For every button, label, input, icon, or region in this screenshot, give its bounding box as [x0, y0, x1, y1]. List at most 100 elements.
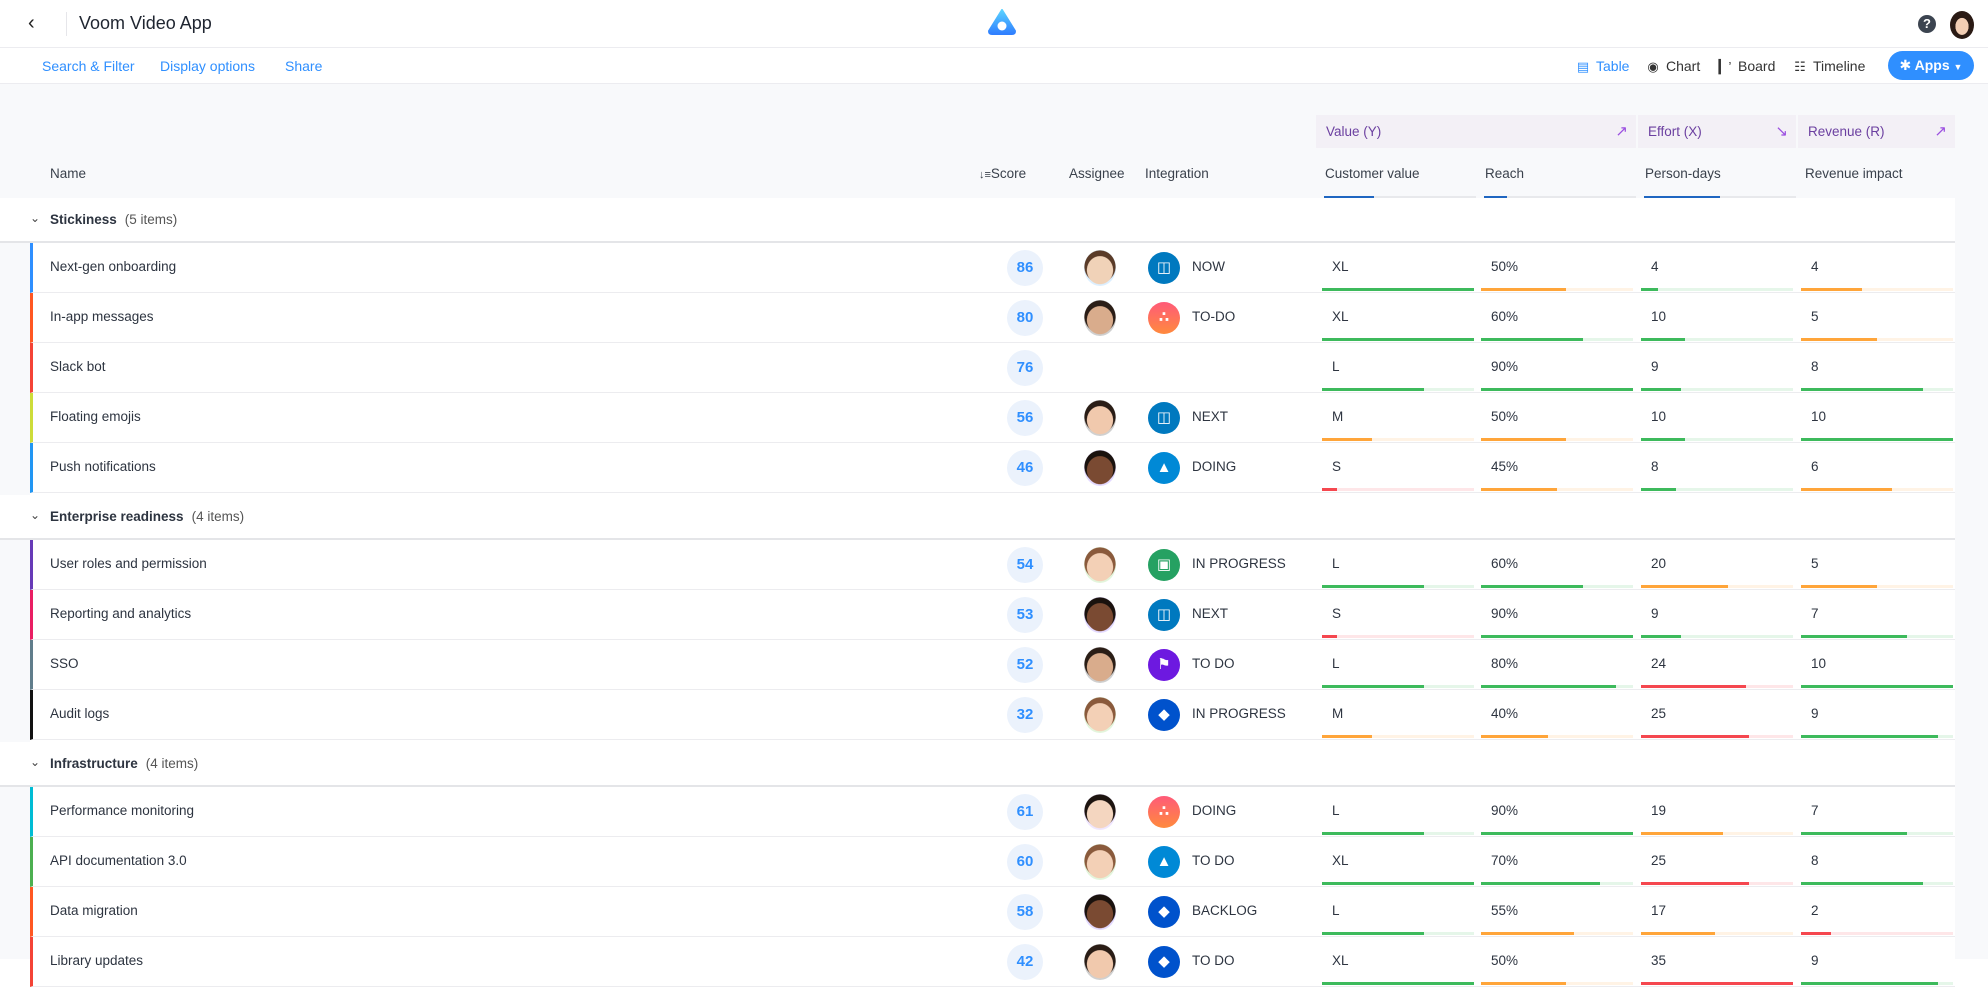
metric-cell[interactable]: XL	[1322, 937, 1474, 987]
table-row[interactable]: Next-gen onboarding 86 ◫ NOW XL 50% 4 4	[30, 243, 1955, 293]
metric-cell[interactable]: M	[1322, 690, 1474, 740]
chevron-left-icon[interactable]: ‹	[28, 12, 35, 34]
weight-slider-person-days[interactable]	[1644, 196, 1796, 198]
metric-cell[interactable]: 10	[1801, 640, 1953, 690]
metric-cell[interactable]: 4	[1641, 243, 1793, 293]
assignee-avatar[interactable]	[1084, 844, 1116, 880]
assignee-avatar[interactable]	[1084, 647, 1116, 683]
chevron-down-icon[interactable]: ⌄	[30, 211, 41, 225]
assignee-avatar[interactable]	[1084, 547, 1116, 583]
display-options-link[interactable]: Display options	[160, 58, 255, 74]
pivotal-icon[interactable]: ▣	[1148, 549, 1180, 581]
metric-cell[interactable]: 60%	[1481, 540, 1633, 590]
metric-cell[interactable]: 5	[1801, 540, 1953, 590]
weight-slider-reach[interactable]	[1484, 196, 1636, 198]
item-name[interactable]: Reporting and analytics	[50, 606, 192, 621]
assignee-avatar[interactable]	[1084, 300, 1116, 336]
item-name[interactable]: Floating emojis	[50, 409, 141, 424]
item-name[interactable]: Data migration	[50, 903, 138, 918]
item-name[interactable]: SSO	[50, 656, 79, 671]
table-row[interactable]: Performance monitoring 61 ∴ DOING L 90% 19 7	[30, 787, 1955, 837]
item-name[interactable]: Slack bot	[50, 359, 106, 374]
metric-cell[interactable]: 45%	[1481, 443, 1633, 493]
assignee-avatar[interactable]	[1084, 944, 1116, 980]
asana-icon[interactable]: ∴	[1148, 796, 1180, 828]
item-name[interactable]: Audit logs	[50, 706, 110, 721]
metric-cell[interactable]: 7	[1801, 787, 1953, 837]
metric-cell[interactable]: XL	[1322, 837, 1474, 887]
metric-cell[interactable]: L	[1322, 640, 1474, 690]
metric-cell[interactable]: 70%	[1481, 837, 1633, 887]
view-tab-table[interactable]: ▤ Table	[1576, 58, 1630, 74]
metric-cell[interactable]: 7	[1801, 590, 1953, 640]
asana-icon[interactable]: ∴	[1148, 302, 1180, 334]
assignee-avatar[interactable]	[1084, 697, 1116, 733]
metric-cell[interactable]: 4	[1801, 243, 1953, 293]
assignee-avatar[interactable]	[1084, 597, 1116, 633]
item-name[interactable]: API documentation 3.0	[50, 853, 187, 868]
metric-cell[interactable]: L	[1322, 540, 1474, 590]
column-header-integration[interactable]: Integration	[1145, 166, 1209, 181]
metric-cell[interactable]: 80%	[1481, 640, 1633, 690]
assignee-avatar[interactable]	[1084, 400, 1116, 436]
table-row[interactable]: User roles and permission 54 ▣ IN PROGRESS L…	[30, 540, 1955, 590]
help-icon[interactable]: ?	[1918, 15, 1936, 33]
view-tab-board[interactable]: ▎’ Board	[1718, 58, 1776, 74]
metric-cell[interactable]: 5	[1801, 293, 1953, 343]
metric-cell[interactable]: L	[1322, 343, 1474, 393]
table-row[interactable]: Data migration 58 ◆ BACKLOG L 55% 17 2	[30, 887, 1955, 937]
metric-cell[interactable]: 50%	[1481, 243, 1633, 293]
table-row[interactable]: Slack bot 76 L 90% 9 8	[30, 343, 1955, 393]
view-tab-chart[interactable]: ◉ Chart	[1645, 58, 1700, 75]
view-tab-timeline[interactable]: ☷ Timeline	[1792, 58, 1865, 75]
metric-cell[interactable]: XL	[1322, 293, 1474, 343]
table-row[interactable]: API documentation 3.0 60 ▲ TO DO XL 70% 25 8	[30, 837, 1955, 887]
assignee-avatar[interactable]	[1084, 250, 1116, 286]
item-name[interactable]: Performance monitoring	[50, 803, 195, 818]
assignee-avatar[interactable]	[1084, 794, 1116, 830]
metric-cell[interactable]: 25	[1641, 837, 1793, 887]
table-row[interactable]: Floating emojis 56 ◫ NEXT M 50% 10 10	[30, 393, 1955, 443]
column-header-reach[interactable]: Reach	[1485, 166, 1525, 181]
metric-cell[interactable]: 24	[1641, 640, 1793, 690]
metric-cell[interactable]: 9	[1641, 343, 1793, 393]
assignee-avatar[interactable]	[1084, 450, 1116, 486]
metric-cell[interactable]: 90%	[1481, 343, 1633, 393]
column-header-revenue-impact[interactable]: Revenue impact	[1805, 166, 1903, 181]
column-header-customer-value[interactable]: Customer value	[1325, 166, 1420, 181]
metric-cell[interactable]: 50%	[1481, 937, 1633, 987]
metric-cell[interactable]: 9	[1641, 590, 1793, 640]
metric-cell[interactable]: M	[1322, 393, 1474, 443]
metric-cell[interactable]: 8	[1801, 343, 1953, 393]
chevron-down-icon[interactable]: ⌄	[30, 508, 41, 522]
metric-cell[interactable]: 9	[1801, 690, 1953, 740]
metric-cell[interactable]: 50%	[1481, 393, 1633, 443]
column-header-person-days[interactable]: Person-days	[1645, 166, 1721, 181]
metric-cell[interactable]: 6	[1801, 443, 1953, 493]
apps-button[interactable]: ✱ Apps ▼	[1888, 51, 1974, 80]
item-name[interactable]: Push notifications	[50, 459, 156, 474]
group-header[interactable]: ⌄ Infrastructure (4 items)	[0, 742, 1955, 787]
metric-cell[interactable]: 55%	[1481, 887, 1633, 937]
jira-icon[interactable]: ◆	[1148, 896, 1180, 928]
metric-cell[interactable]: 25	[1641, 690, 1793, 740]
table-row[interactable]: In-app messages 80 ∴ TO-DO XL 60% 10 5	[30, 293, 1955, 343]
table-row[interactable]: SSO 52 ⚑ TO DO L 80% 24 10	[30, 640, 1955, 690]
chevron-down-icon[interactable]: ⌄	[30, 755, 41, 769]
weight-slider-customer-value[interactable]	[1324, 196, 1476, 198]
metric-cell[interactable]: 60%	[1481, 293, 1633, 343]
trello-icon[interactable]: ◫	[1148, 402, 1180, 434]
table-row[interactable]: Audit logs 32 ◆ IN PROGRESS M 40% 25 9	[30, 690, 1955, 740]
search-filter-link[interactable]: Search & Filter	[42, 58, 135, 74]
metric-cell[interactable]: L	[1322, 887, 1474, 937]
jira-icon[interactable]: ◆	[1148, 946, 1180, 978]
metric-cell[interactable]: 8	[1801, 837, 1953, 887]
metric-cell[interactable]: 90%	[1481, 590, 1633, 640]
metric-cell[interactable]: 10	[1641, 293, 1793, 343]
table-row[interactable]: Push notifications 46 ▲ DOING S 45% 8 6	[30, 443, 1955, 493]
azure-icon[interactable]: ▲	[1148, 452, 1180, 484]
metric-cell[interactable]: 19	[1641, 787, 1793, 837]
jira-icon[interactable]: ◆	[1148, 699, 1180, 731]
azure-icon[interactable]: ▲	[1148, 846, 1180, 878]
metric-cell[interactable]: 9	[1801, 937, 1953, 987]
